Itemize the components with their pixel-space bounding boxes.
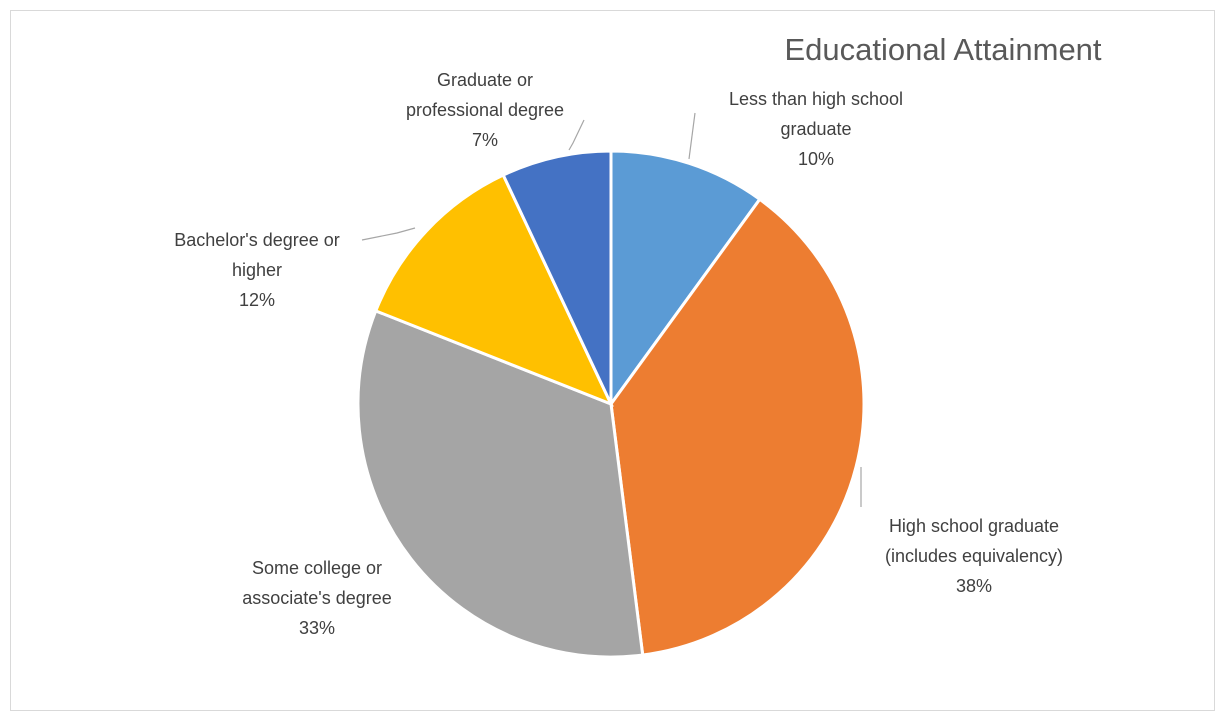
data-label: Some college or associate's degree 33% xyxy=(242,558,392,638)
data-label: High school graduate (includes equivalenc… xyxy=(885,516,1063,596)
data-label-category: High school graduate xyxy=(889,516,1059,536)
pie-chart: Educational Attainment Less than high sc… xyxy=(174,32,1102,659)
chart-area: Educational Attainment Less than high sc… xyxy=(10,10,1215,711)
chart-title: Educational Attainment xyxy=(784,32,1101,67)
pie-slice-bachelor-s-degree-or xyxy=(373,173,614,407)
data-label-category: associate's degree xyxy=(242,588,392,608)
data-label-category: graduate xyxy=(780,119,851,139)
pie-slice-high-school-graduate xyxy=(609,197,866,657)
pie-slices xyxy=(356,149,866,659)
data-label: Graduate or professional degree 7% xyxy=(406,70,564,150)
data-label-percent: 33% xyxy=(299,618,335,638)
data-label-category: Less than high school xyxy=(729,89,903,109)
leader-line xyxy=(361,227,416,241)
data-label-category: professional degree xyxy=(406,100,564,120)
pie-slice-less-than-high-school xyxy=(609,149,762,409)
data-label-percent: 10% xyxy=(798,149,834,169)
data-label: Bachelor's degree or higher 12% xyxy=(174,230,340,310)
leader-lines xyxy=(361,112,862,507)
leader-line xyxy=(688,112,696,160)
pie-slice-graduate-or xyxy=(501,149,613,405)
data-label-category: Graduate or xyxy=(437,70,533,90)
data-label-percent: 12% xyxy=(239,290,275,310)
pie-slice-some-college-or xyxy=(356,308,645,659)
data-label-category: Bachelor's degree or xyxy=(174,230,340,250)
data-labels: Less than high school graduate 10% High sch… xyxy=(174,70,1063,638)
data-label-percent: 38% xyxy=(956,576,992,596)
data-label-category: Some college or xyxy=(252,558,382,578)
data-label: Less than high school graduate 10% xyxy=(729,89,903,169)
data-label-percent: 7% xyxy=(472,130,498,150)
data-label-category: higher xyxy=(232,260,282,280)
leader-line xyxy=(568,119,585,151)
data-label-category: (includes equivalency) xyxy=(885,546,1063,566)
